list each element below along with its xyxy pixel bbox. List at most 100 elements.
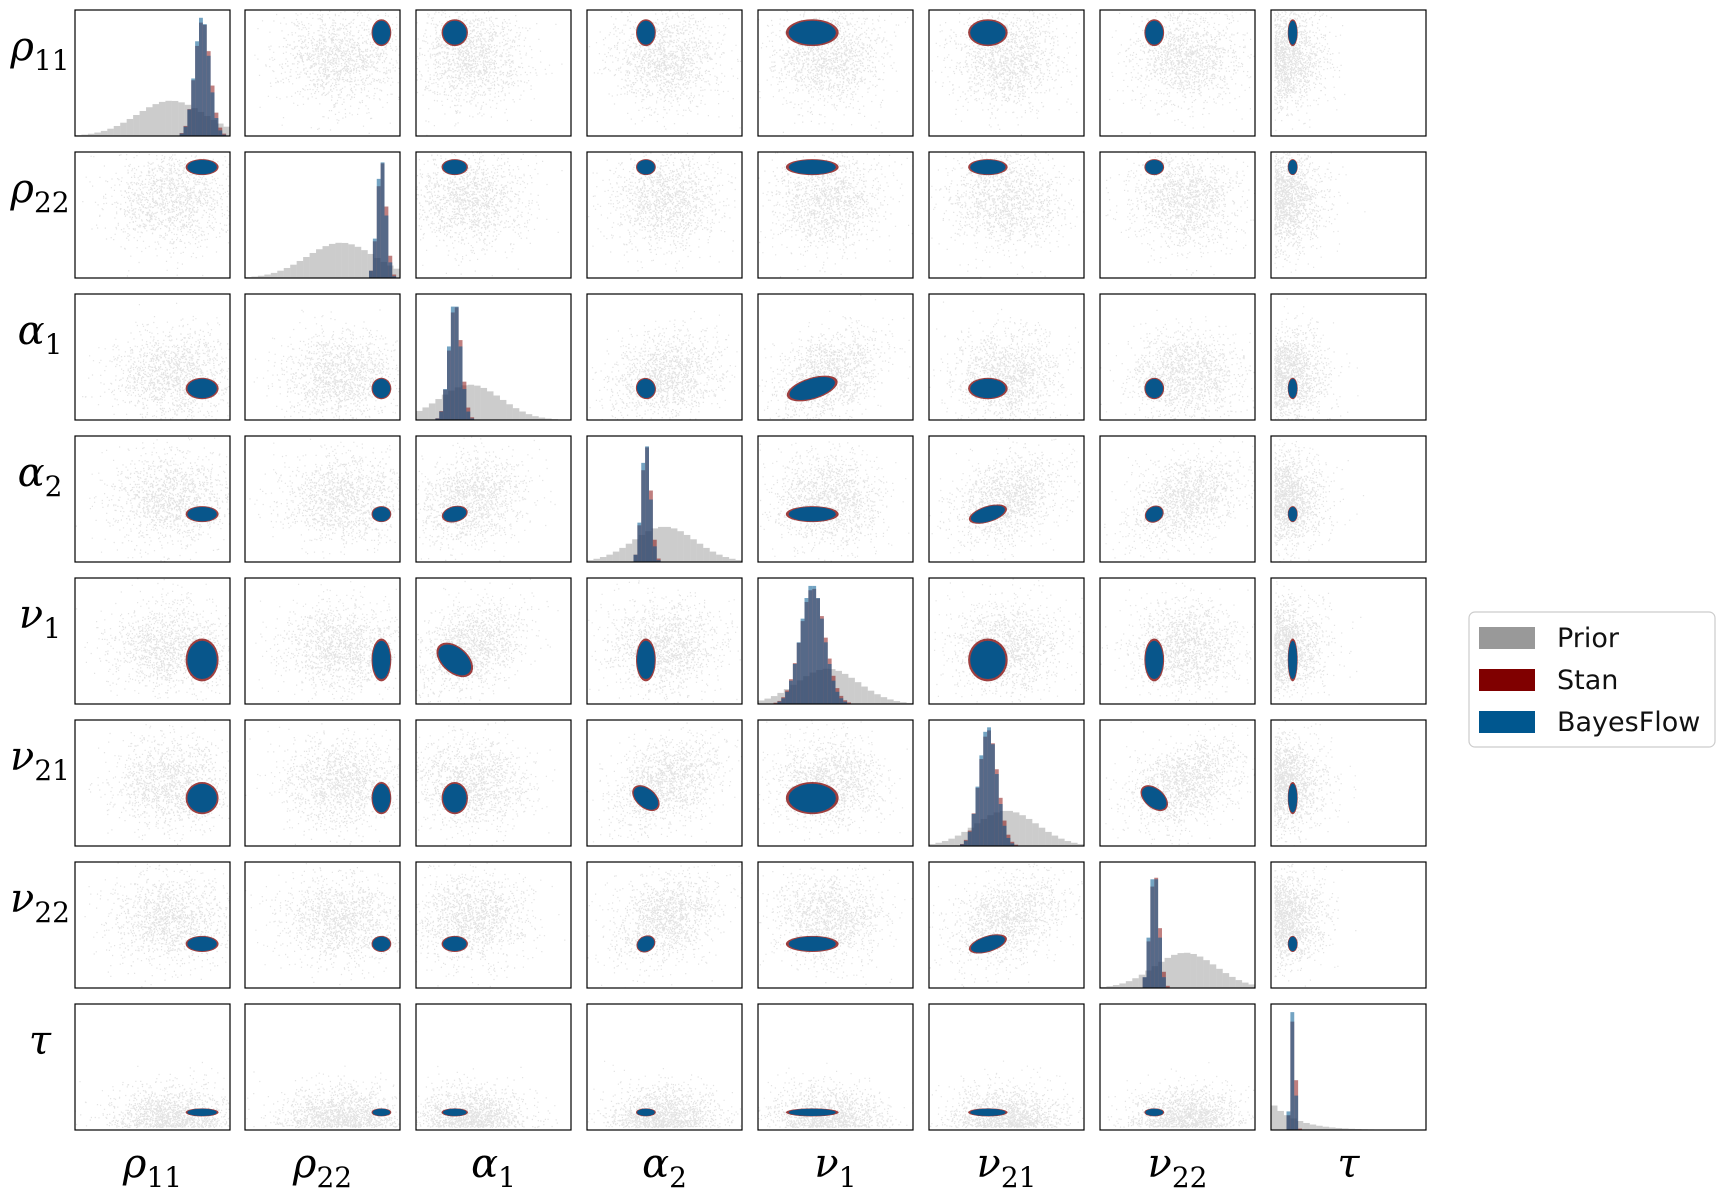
panel-frame — [928, 293, 1085, 421]
prior-hist-bar — [1277, 1110, 1284, 1130]
bayesflow-hist-bar — [392, 276, 397, 278]
bayesflow-hist-bar — [206, 55, 211, 136]
prior-scatter — [76, 578, 230, 704]
prior-hist-bar — [612, 551, 620, 562]
prior-hist-bar — [625, 543, 633, 562]
prior-hist-bar — [1196, 956, 1204, 988]
bayesflow-hist-bar — [792, 663, 797, 704]
bayesflow-hist-bar — [202, 24, 207, 136]
prior-hist-bar — [1303, 1122, 1310, 1130]
panel-nu1-vs-nu21 — [929, 578, 1084, 704]
prior-hist-bar — [735, 559, 742, 562]
prior-hist-bar — [1132, 978, 1139, 988]
bayesflow-hist-bar — [372, 238, 377, 278]
panel-frame — [415, 861, 572, 989]
panel-tau-vs-tau — [1271, 1012, 1375, 1130]
prior-scatter — [416, 862, 566, 988]
prior-hist-bar — [670, 528, 678, 562]
bayesflow-posterior — [372, 378, 391, 399]
panel-nu1-vs-alpha2 — [588, 580, 741, 704]
prior-scatter — [416, 578, 571, 704]
panel-frame — [586, 577, 743, 705]
prior-hist-bar — [880, 697, 888, 704]
prior-scatter — [249, 436, 400, 559]
bayesflow-posterior — [372, 1108, 391, 1116]
bayesflow-posterior — [637, 936, 655, 952]
bayesflow-hist-bar — [439, 411, 444, 420]
panel-alpha1-vs-tau — [1274, 294, 1359, 420]
panel-frame — [928, 577, 1085, 705]
row-label-nu21: ν21 — [10, 734, 70, 787]
bayesflow-hist-bar — [1158, 937, 1162, 988]
bayesflow-posterior — [1145, 20, 1164, 45]
panel-nu22-vs-alpha1 — [416, 862, 566, 988]
bayesflow-hist-bar — [222, 134, 227, 136]
prior-hist-bar — [729, 558, 736, 562]
panel-rho11-vs-tau — [1274, 10, 1346, 132]
stan-hist-bar — [1165, 985, 1170, 988]
prior-hist-bar — [593, 558, 600, 562]
prior-scatter — [245, 862, 400, 986]
prior-scatter — [1109, 10, 1255, 134]
panel-frame — [928, 151, 1085, 279]
prior-hist-bar — [354, 246, 362, 278]
prior-hist-bar — [1209, 964, 1217, 988]
panel-frame — [586, 9, 743, 137]
prior-scatter — [1104, 436, 1255, 560]
prior-hist-bar — [467, 384, 475, 420]
panel-alpha2-vs-alpha2 — [587, 446, 742, 562]
col-label-nu21: ν21 — [977, 1141, 1037, 1189]
prior-hist-bar — [1019, 815, 1026, 846]
bayesflow-posterior — [636, 379, 655, 398]
panel-alpha2-vs-nu21 — [929, 436, 1081, 561]
prior-scatter — [253, 309, 400, 420]
bayesflow-posterior — [187, 640, 217, 680]
panel-frame — [928, 719, 1085, 847]
prior-scatter — [758, 294, 911, 420]
prior-hist-bar — [480, 387, 488, 420]
bayesflow-hist-bar — [971, 813, 976, 846]
prior-hist-bar — [677, 531, 684, 562]
prior-hist-bar — [854, 682, 862, 704]
panel-alpha1-vs-nu22 — [1100, 309, 1255, 420]
prior-scatter — [75, 152, 230, 277]
prior-hist-bar — [499, 399, 507, 420]
panel-nu1-vs-nu1 — [758, 585, 913, 704]
prior-hist-bar — [1012, 812, 1020, 846]
bayesflow-hist-bar — [816, 598, 820, 704]
legend-label-bayesflow: BayesFlow — [1557, 707, 1700, 738]
panel-nu1-vs-rho22 — [255, 581, 400, 704]
row-label-nu22: ν22 — [10, 876, 70, 929]
bayesflow-posterior — [1288, 378, 1298, 399]
prior-hist-bar — [296, 260, 304, 278]
prior-hist-bar — [632, 539, 639, 562]
bayesflow-hist-bar — [462, 389, 467, 420]
panel-frame — [244, 1003, 401, 1131]
panel-frame — [1099, 9, 1256, 137]
prior-scatter — [758, 441, 910, 562]
prior-hist-bar — [139, 110, 147, 136]
bayesflow-hist-bar — [187, 109, 192, 136]
panel-nu22-vs-rho11 — [84, 862, 230, 988]
panel-rho22-vs-alpha2 — [588, 152, 742, 272]
prior-scatter — [84, 862, 230, 988]
prior-hist-bar — [264, 274, 271, 278]
panel-alpha2-vs-rho11 — [75, 437, 230, 562]
prior-hist-bar — [599, 557, 607, 562]
prior-scatter — [930, 1060, 1084, 1129]
prior-hist-bar — [270, 272, 278, 278]
prior-scatter — [416, 436, 556, 562]
panel-nu22-vs-nu22 — [1100, 877, 1255, 988]
prior-scatter — [588, 580, 741, 704]
prior-scatter — [75, 437, 230, 562]
prior-hist-bar — [764, 698, 771, 704]
bayesflow-hist-bar — [998, 804, 1003, 846]
bayesflow-posterior — [442, 20, 467, 45]
prior-hist-bar — [165, 100, 172, 136]
prior-scatter — [1100, 582, 1255, 704]
bayesflow-posterior — [970, 159, 1006, 175]
panel-rho11-vs-alpha2 — [588, 10, 742, 134]
bayesflow-posterior — [970, 1108, 1006, 1116]
panel-frame — [415, 151, 572, 279]
bayesflow-hist-bar — [195, 41, 199, 136]
